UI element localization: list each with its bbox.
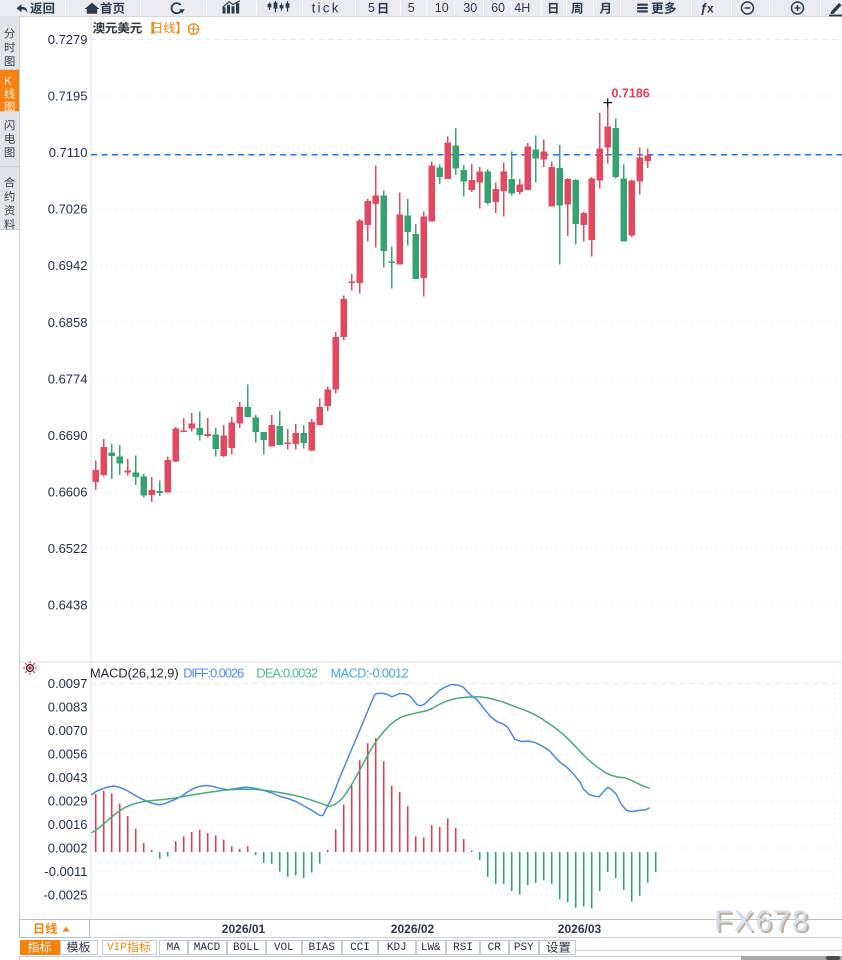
svg-text:0.7279: 0.7279 [48,32,88,47]
svg-text:0.6942: 0.6942 [48,258,88,273]
svg-text:DIFF:0.0026: DIFF:0.0026 [183,666,244,681]
svg-text:0.0083: 0.0083 [48,700,88,715]
svg-text:0.7110: 0.7110 [49,145,88,160]
svg-text:-0.0025: -0.0025 [43,888,87,903]
svg-text:0.0043: 0.0043 [48,770,88,785]
svg-text:0.6606: 0.6606 [48,484,88,499]
svg-text:0.7195: 0.7195 [48,89,88,104]
svg-text:MACD(26,12,9): MACD(26,12,9) [90,666,179,681]
svg-text:0.0016: 0.0016 [48,817,88,832]
svg-text:MACD:-0.0012: MACD:-0.0012 [331,666,409,681]
svg-text:0.6690: 0.6690 [48,428,88,443]
svg-text:0.6522: 0.6522 [48,541,88,556]
svg-text:0.7186: 0.7186 [612,87,650,101]
svg-text:0.0097: 0.0097 [48,676,88,691]
svg-text:0.6438: 0.6438 [48,598,88,613]
svg-text:0.0029: 0.0029 [48,794,88,809]
svg-text:0.6858: 0.6858 [48,315,88,330]
svg-text:0.0070: 0.0070 [48,723,88,738]
svg-text:0.0056: 0.0056 [48,747,88,762]
svg-text:0.6774: 0.6774 [48,371,88,386]
svg-text:0.7026: 0.7026 [48,202,88,217]
svg-text:0.0002: 0.0002 [48,841,88,856]
svg-text:-0.0011: -0.0011 [44,864,87,879]
svg-text:DEA:0.0032: DEA:0.0032 [256,666,318,681]
